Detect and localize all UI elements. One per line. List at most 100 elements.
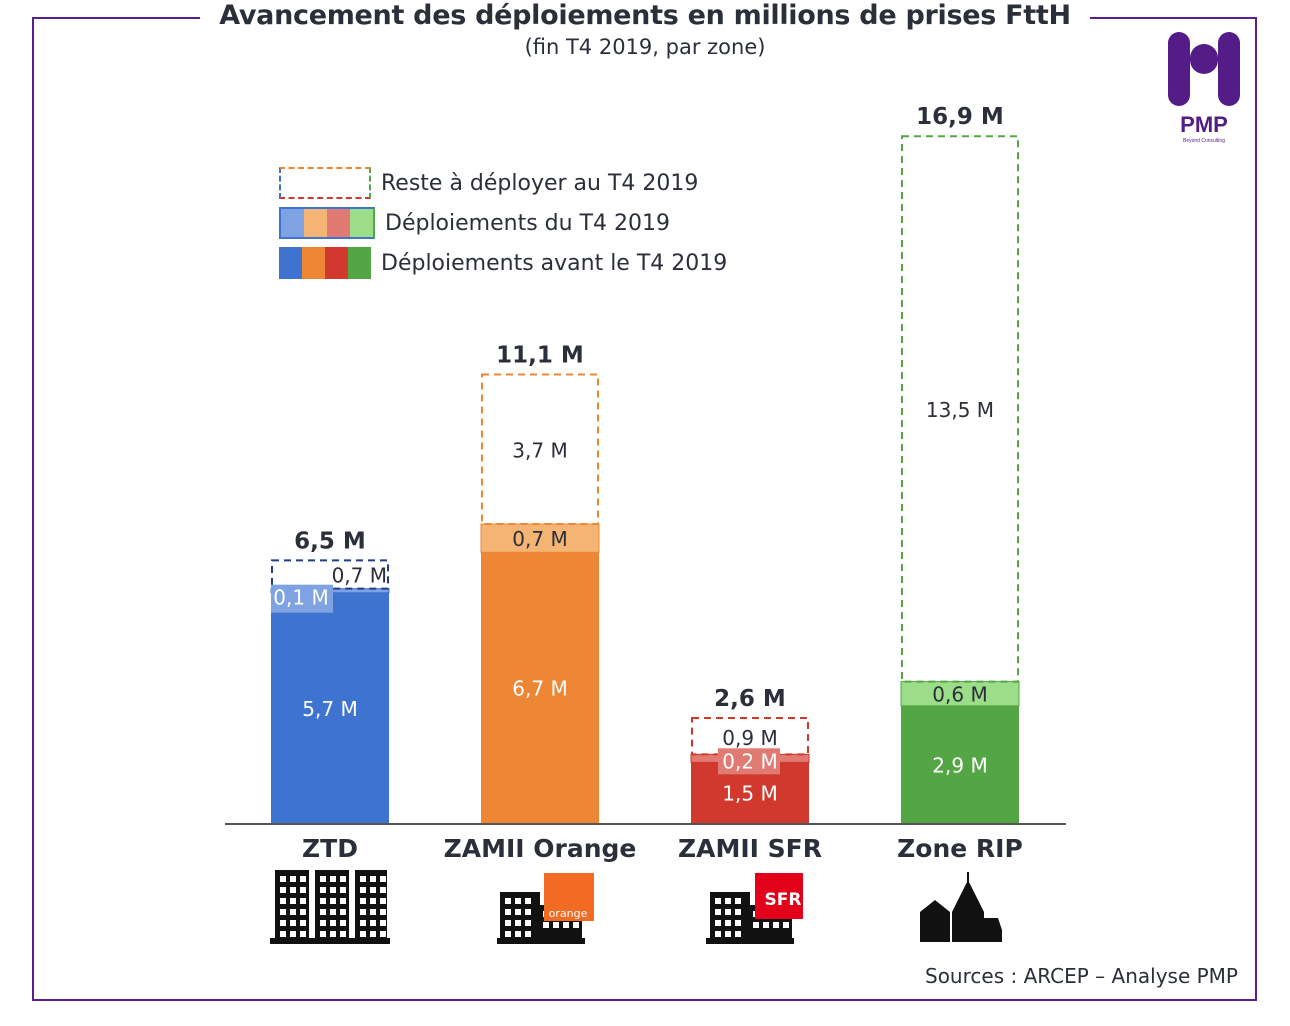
window [330,898,336,904]
window [525,931,531,937]
label-before-t4: 1,5 M [722,782,777,806]
legend-swatch-dashed [279,167,371,199]
label-bg [718,748,780,775]
bar-remaining [901,135,1019,683]
window [370,909,376,915]
label-before-t4: 6,7 M [512,677,567,701]
window [330,931,336,937]
window [320,920,326,926]
ground [497,938,585,944]
label-remaining: 0,9 M [722,726,777,750]
window [525,909,531,915]
window [715,909,721,915]
legend-label: Déploiements avant le T4 2019 [381,250,728,276]
label-total: 16,9 M [916,104,1004,130]
window [280,887,286,893]
window [515,909,521,915]
village-church-icon [920,872,1002,942]
bar-before-t4 [481,552,599,823]
window [360,909,366,915]
logo-text: PMP [1180,112,1228,137]
sources-note: Sources : ARCEP – Analyse PMP [925,964,1238,988]
legend-item-before: Déploiements avant le T4 2019 [279,247,727,279]
window [715,920,721,926]
window [525,920,531,926]
window [505,898,511,904]
window [300,920,306,926]
label-total: 2,6 M [714,686,786,712]
window [773,922,779,928]
window [515,920,521,926]
window [505,909,511,915]
bar-remaining [481,373,599,526]
bar-t4 [900,681,1020,707]
legend-item-remaining: Reste à déployer au T4 2019 [279,167,698,199]
house [920,900,950,942]
window [280,898,286,904]
label-before-t4: 2,9 M [932,753,987,777]
title-block: Avancement des déploiements en millions … [200,0,1090,62]
window [300,909,306,915]
window [330,909,336,915]
pmp-logo: PMP Beyond Consulting [1164,32,1244,148]
ground [270,938,390,944]
window [380,876,386,882]
label-t4: 0,1 M [273,586,328,610]
legend-swatch-light [279,207,375,239]
window [735,920,741,926]
bar-t4 [480,523,600,553]
window [553,922,559,928]
window [505,920,511,926]
window [330,887,336,893]
orange-building-icon: orange [497,873,594,944]
window [300,898,306,904]
orange-logo-text: orange [549,907,588,920]
window [515,898,521,904]
window [725,898,731,904]
window [380,909,386,915]
window [380,887,386,893]
window [360,920,366,926]
category-label: Zone RIP [897,834,1023,863]
window [290,909,296,915]
window [360,887,366,893]
window [370,876,376,882]
label-total: 6,5 M [294,528,366,554]
window [370,920,376,926]
window [320,909,326,915]
window [380,920,386,926]
window [290,887,296,893]
window [290,920,296,926]
orange-logo [544,873,594,921]
label-t4: 0,7 M [512,527,567,551]
label-before-t4: 5,7 M [302,697,357,721]
window [320,898,326,904]
window [380,931,386,937]
legend-swatch-dark [279,247,371,279]
window [290,931,296,937]
label-remaining: 13,5 M [926,398,994,422]
window [783,922,789,928]
legend-item-t4: Déploiements du T4 2019 [279,207,670,239]
house [970,918,1002,942]
window [340,898,346,904]
window [543,922,549,928]
window [505,931,511,937]
window [725,909,731,915]
window [360,876,366,882]
legend-label: Déploiements du T4 2019 [385,210,670,236]
window [360,898,366,904]
window [715,931,721,937]
sfr-building-icon: SFR [706,873,803,944]
sfr-logo-text: SFR [765,890,802,910]
window [735,909,741,915]
label-total: 11,1 M [496,343,584,369]
window [280,920,286,926]
window [320,931,326,937]
window [320,876,326,882]
chart-title: Avancement des déploiements en millions … [219,0,1071,31]
sfr-logo [755,873,803,919]
window [370,887,376,893]
window [330,876,336,882]
